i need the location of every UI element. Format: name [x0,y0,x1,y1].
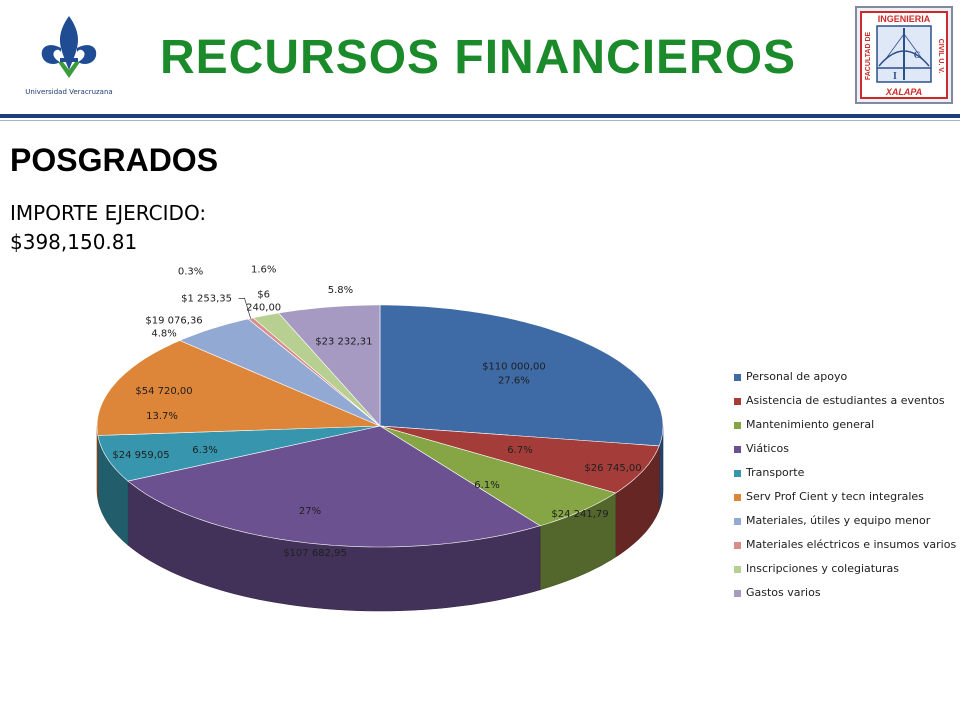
importe-value: $398,150.81 [10,230,138,254]
legend-swatch-3 [734,421,741,429]
legend-label-6: Serv Prof Cient y tecn integrales [746,490,924,503]
value-label-1: $110 000,00 [482,362,546,373]
pie-slice-10 [278,304,381,427]
value-label-4: $107 682,95 [283,548,347,559]
university-caption: Universidad Veracruzana [25,88,113,96]
legend-label-8: Materiales eléctricos e insumos varios [746,538,957,551]
svg-text:XALAPA: XALAPA [885,87,922,97]
value-label-8: $1 253,35 [181,293,232,304]
percent-label-4: 27% [299,506,321,517]
legend-swatch-2 [734,397,741,405]
legend-swatch-1 [734,373,741,381]
faculty-logo: INGENIERIA XALAPA FACULTAD DE CIVIL U. V… [855,6,953,104]
percent-label-10: 5.8% [328,285,353,296]
legend-label-4: Viáticos [746,442,789,455]
legend-item-6: Serv Prof Cient y tecn integrales [734,490,924,504]
chart-legend: Personal de apoyo Asistencia de estudiant… [724,362,956,610]
value-label-7: $19 076,36 [145,316,202,327]
legend-label-3: Mantenimiento general [746,418,875,431]
svg-text:C: C [914,50,921,60]
header-divider [0,114,960,118]
legend-item-1: Personal de apoyo [734,370,847,384]
legend-item-5: Transporte [734,466,804,480]
legend-swatch-5 [734,469,741,477]
legend-swatch-7 [734,517,741,525]
pie-slice-1 [379,304,664,447]
percent-label-6: 13.7% [146,411,178,422]
header: Universidad Veracruzana RECURSOS FINANCI… [0,0,960,121]
legend-swatch-10 [734,589,741,597]
value-label-3: $24 241,79 [551,509,608,520]
svg-text:I: I [893,71,897,82]
university-logo: Universidad Veracruzana [14,12,124,104]
pie-slice-side-6 [96,425,99,500]
pie-slice-5 [97,425,381,482]
percent-label-2: 6.7% [507,445,532,456]
pie-slice-6 [96,340,381,436]
legend-item-10: Gastos varios [734,586,821,600]
percent-label-3: 6.1% [474,480,499,491]
pie-slice-2 [379,425,660,494]
legend-item-2: Asistencia de estudiantes a eventos [734,394,945,408]
svg-text:FACULTAD DE: FACULTAD DE [865,32,872,81]
percent-label-7: 4.8% [151,329,176,340]
legend-label-1: Personal de apoyo [746,370,848,383]
pie-slice-3 [379,425,617,527]
faculty-emblem-icon: INGENIERIA XALAPA FACULTAD DE CIVIL U. V… [855,6,953,104]
legend-label-10: Gastos varios [746,586,821,599]
svg-text:INGENIERIA: INGENIERIA [878,14,931,24]
legend-label-9: Inscripciones y colegiaturas [746,562,900,575]
legend-swatch-9 [734,565,741,573]
legend-item-9: Inscripciones y colegiaturas [734,562,899,576]
pie-slice-4 [127,425,541,548]
svg-text:CIVIL U. V.: CIVIL U. V. [937,39,944,74]
value-label-2: $26 745,00 [584,463,641,474]
pie-slice-7 [179,318,381,427]
legend-swatch-8 [734,541,741,549]
value-label-9-b: 240,00 [246,302,281,313]
value-label-6: $54 720,00 [135,386,192,397]
percent-label-1: 27.6% [498,376,530,387]
legend-label-5: Transporte [746,466,805,479]
header-divider-thin [0,120,960,121]
legend-item-3: Mantenimiento general [734,418,874,432]
page-title: RECURSOS FINANCIEROS [160,31,797,84]
percent-label-9: 1.6% [251,264,276,275]
percent-label-8: 0.3% [178,266,203,277]
legend-label-2: Asistencia de estudiantes a eventos [746,394,945,407]
legend-item-7: Materiales, útiles y equipo menor [734,514,930,528]
value-label-5: $24 959,05 [112,450,169,461]
pie-slice-9 [252,312,381,427]
leader-line-8 [238,298,251,319]
value-label-9-a: $6 [257,289,270,300]
section-title: POSGRADOS [10,142,219,178]
value-label-10: $23 232,31 [315,337,372,348]
importe-label: IMPORTE EJERCIDO: [10,201,207,225]
fleur-de-lis-icon [41,16,97,78]
legend-swatch-4 [734,445,741,453]
percent-label-5: 6.3% [192,445,217,456]
legend-label-7: Materiales, útiles y equipo menor [746,514,931,527]
legend-swatch-6 [734,493,741,501]
legend-item-8: Materiales eléctricos e insumos varios [734,538,956,552]
legend-item-4: Viáticos [734,442,789,456]
